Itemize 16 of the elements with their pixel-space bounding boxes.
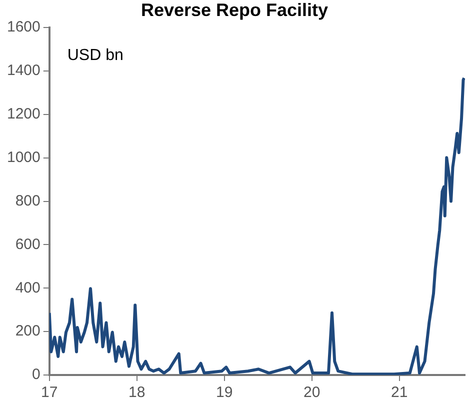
y-tick-label: 1200 (6, 106, 40, 123)
x-tick-label: 21 (391, 384, 408, 402)
x-tick-label: 17 (41, 384, 58, 402)
x-tick-label: 18 (128, 384, 146, 402)
y-tick-label: 0 (32, 366, 40, 384)
x-tick-label: 20 (304, 384, 320, 402)
chart-title: Reverse Repo Facility (140, 0, 328, 20)
y-tick-label: 200 (15, 322, 40, 340)
annotation: USD bn (67, 47, 124, 64)
y-tick-label: 1000 (6, 149, 40, 166)
y-tick-label: 800 (15, 192, 40, 210)
y-tick-label: 600 (15, 236, 40, 253)
y-tick-label: 1600 (6, 18, 40, 36)
y-tick-label: 400 (15, 279, 40, 296)
x-tick-label: 19 (216, 384, 233, 402)
y-tick-label: 1400 (6, 62, 40, 80)
